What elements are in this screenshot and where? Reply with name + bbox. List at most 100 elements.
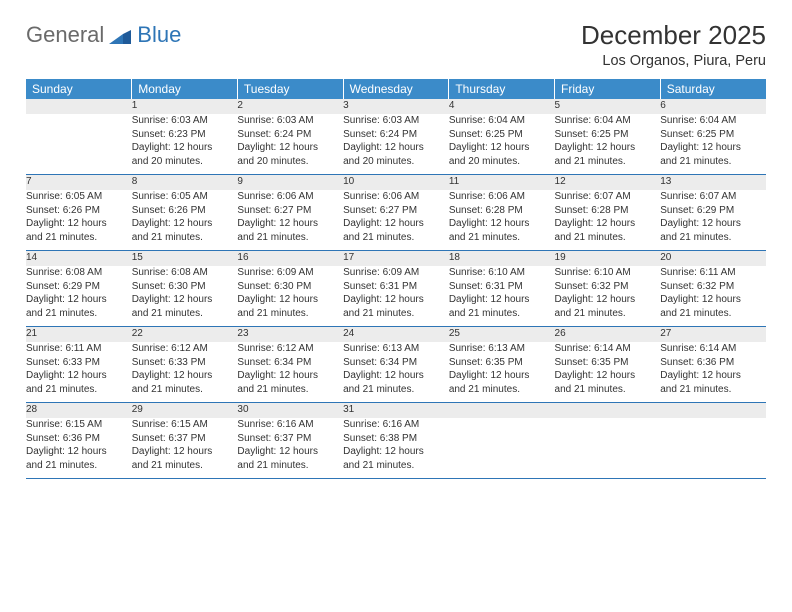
sunset-text: Sunset: 6:32 PM [555, 280, 661, 294]
daylight-line1: Daylight: 12 hours [26, 293, 132, 307]
daylight-line2: and 21 minutes. [660, 383, 766, 397]
dow-sunday: Sunday [26, 79, 132, 99]
daylight-line1: Daylight: 12 hours [343, 445, 449, 459]
day-cell: Sunrise: 6:16 AMSunset: 6:37 PMDaylight:… [237, 418, 343, 479]
sunrise-text: Sunrise: 6:15 AM [26, 418, 132, 432]
day-number: 1 [132, 99, 238, 114]
day-number [660, 403, 766, 419]
sunrise-text: Sunrise: 6:12 AM [237, 342, 343, 356]
daylight-line1: Daylight: 12 hours [555, 141, 661, 155]
sunset-text: Sunset: 6:24 PM [237, 128, 343, 142]
daylight-line2: and 21 minutes. [132, 231, 238, 245]
sunrise-text: Sunrise: 6:08 AM [26, 266, 132, 280]
sunrise-text: Sunrise: 6:06 AM [343, 190, 449, 204]
daylight-line1: Daylight: 12 hours [449, 141, 555, 155]
day-number: 4 [449, 99, 555, 114]
day-number: 16 [237, 251, 343, 267]
sunset-text: Sunset: 6:36 PM [660, 356, 766, 370]
day-number: 7 [26, 175, 132, 191]
day-cell: Sunrise: 6:07 AMSunset: 6:29 PMDaylight:… [660, 190, 766, 251]
daylight-line1: Daylight: 12 hours [449, 293, 555, 307]
daylight-line1: Daylight: 12 hours [26, 217, 132, 231]
dow-saturday: Saturday [660, 79, 766, 99]
sunset-text: Sunset: 6:25 PM [555, 128, 661, 142]
sunset-text: Sunset: 6:29 PM [26, 280, 132, 294]
daylight-line2: and 21 minutes. [132, 307, 238, 321]
day-cell: Sunrise: 6:10 AMSunset: 6:32 PMDaylight:… [555, 266, 661, 327]
day-cell: Sunrise: 6:08 AMSunset: 6:30 PMDaylight:… [132, 266, 238, 327]
sunrise-text: Sunrise: 6:16 AM [237, 418, 343, 432]
day-number: 10 [343, 175, 449, 191]
daynum-row: 28293031 [26, 403, 766, 419]
day-cell: Sunrise: 6:15 AMSunset: 6:36 PMDaylight:… [26, 418, 132, 479]
sunrise-text: Sunrise: 6:06 AM [449, 190, 555, 204]
day-number: 3 [343, 99, 449, 114]
dow-thursday: Thursday [449, 79, 555, 99]
sunset-text: Sunset: 6:38 PM [343, 432, 449, 446]
location-label: Los Organos, Piura, Peru [581, 53, 766, 69]
day-cell: Sunrise: 6:04 AMSunset: 6:25 PMDaylight:… [660, 114, 766, 175]
sunrise-text: Sunrise: 6:03 AM [132, 114, 238, 128]
daynum-row: 78910111213 [26, 175, 766, 191]
daylight-line1: Daylight: 12 hours [132, 141, 238, 155]
day-info-row: Sunrise: 6:08 AMSunset: 6:29 PMDaylight:… [26, 266, 766, 327]
day-number: 5 [555, 99, 661, 114]
daynum-row: 123456 [26, 99, 766, 114]
brand-blue: Blue [137, 22, 181, 48]
sunset-text: Sunset: 6:33 PM [132, 356, 238, 370]
calendar-body: 123456Sunrise: 6:03 AMSunset: 6:23 PMDay… [26, 99, 766, 479]
day-cell: Sunrise: 6:16 AMSunset: 6:38 PMDaylight:… [343, 418, 449, 479]
sunset-text: Sunset: 6:26 PM [26, 204, 132, 218]
daynum-row: 14151617181920 [26, 251, 766, 267]
daylight-line2: and 21 minutes. [555, 307, 661, 321]
daylight-line2: and 21 minutes. [449, 231, 555, 245]
daylight-line1: Daylight: 12 hours [449, 369, 555, 383]
daylight-line1: Daylight: 12 hours [343, 293, 449, 307]
daylight-line1: Daylight: 12 hours [660, 141, 766, 155]
day-cell: Sunrise: 6:06 AMSunset: 6:27 PMDaylight:… [237, 190, 343, 251]
daylight-line2: and 21 minutes. [660, 155, 766, 169]
day-number: 24 [343, 327, 449, 343]
day-cell [26, 114, 132, 175]
dow-tuesday: Tuesday [237, 79, 343, 99]
sunrise-text: Sunrise: 6:16 AM [343, 418, 449, 432]
daylight-line2: and 21 minutes. [237, 383, 343, 397]
daylight-line2: and 20 minutes. [449, 155, 555, 169]
daylight-line2: and 21 minutes. [555, 383, 661, 397]
day-cell: Sunrise: 6:09 AMSunset: 6:31 PMDaylight:… [343, 266, 449, 327]
sunset-text: Sunset: 6:31 PM [343, 280, 449, 294]
sunset-text: Sunset: 6:30 PM [237, 280, 343, 294]
sunset-text: Sunset: 6:25 PM [660, 128, 766, 142]
daylight-line2: and 21 minutes. [237, 459, 343, 473]
day-number: 21 [26, 327, 132, 343]
sunrise-text: Sunrise: 6:03 AM [343, 114, 449, 128]
day-cell: Sunrise: 6:04 AMSunset: 6:25 PMDaylight:… [449, 114, 555, 175]
sunrise-text: Sunrise: 6:13 AM [449, 342, 555, 356]
dow-friday: Friday [555, 79, 661, 99]
daylight-line2: and 21 minutes. [26, 307, 132, 321]
day-number: 12 [555, 175, 661, 191]
daylight-line2: and 20 minutes. [132, 155, 238, 169]
daylight-line1: Daylight: 12 hours [660, 293, 766, 307]
day-number: 18 [449, 251, 555, 267]
sunset-text: Sunset: 6:30 PM [132, 280, 238, 294]
day-number: 6 [660, 99, 766, 114]
sunset-text: Sunset: 6:37 PM [132, 432, 238, 446]
day-number: 28 [26, 403, 132, 419]
sunrise-text: Sunrise: 6:04 AM [555, 114, 661, 128]
daylight-line2: and 21 minutes. [132, 459, 238, 473]
day-number: 9 [237, 175, 343, 191]
daylight-line2: and 21 minutes. [343, 459, 449, 473]
sunrise-text: Sunrise: 6:11 AM [660, 266, 766, 280]
day-number: 11 [449, 175, 555, 191]
sunrise-text: Sunrise: 6:05 AM [132, 190, 238, 204]
day-cell: Sunrise: 6:13 AMSunset: 6:34 PMDaylight:… [343, 342, 449, 403]
day-number: 23 [237, 327, 343, 343]
daylight-line2: and 21 minutes. [343, 231, 449, 245]
dow-wednesday: Wednesday [343, 79, 449, 99]
day-info-row: Sunrise: 6:11 AMSunset: 6:33 PMDaylight:… [26, 342, 766, 403]
sunset-text: Sunset: 6:34 PM [237, 356, 343, 370]
day-number: 13 [660, 175, 766, 191]
daylight-line1: Daylight: 12 hours [26, 369, 132, 383]
day-number: 26 [555, 327, 661, 343]
